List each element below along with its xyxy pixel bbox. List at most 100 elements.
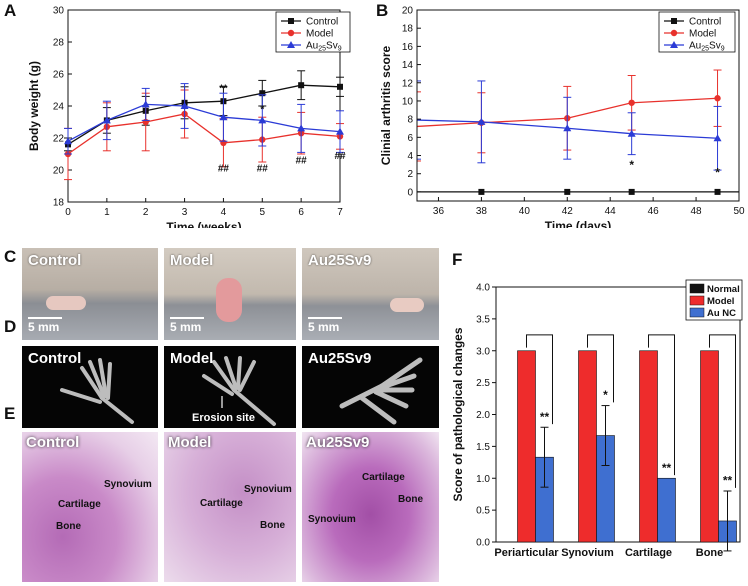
ct-control: Control xyxy=(22,346,158,428)
panel-label-b: B xyxy=(376,1,389,20)
paw-shape xyxy=(390,298,424,312)
y-tick-label: 0.0 xyxy=(476,538,490,549)
legend-swatch xyxy=(689,295,705,306)
bone-skeleton-render xyxy=(339,357,423,425)
photo-label-model: Model xyxy=(170,252,214,269)
bone-label: Bone xyxy=(260,520,285,531)
series-line xyxy=(67,103,341,142)
significance-mark: * xyxy=(260,104,264,115)
category-label: Periarticular xyxy=(494,547,559,559)
x-tick-label: 48 xyxy=(691,206,703,217)
legend-marker xyxy=(671,18,677,24)
y-tick-label: 3.5 xyxy=(476,314,490,325)
data-point xyxy=(564,188,571,195)
y-tick-label: 8 xyxy=(407,115,413,126)
category-label: Cartilage xyxy=(625,547,672,559)
significance-mark: ## xyxy=(218,164,230,175)
y-tick-label: 24 xyxy=(53,102,65,113)
y-tick-label: 3.0 xyxy=(476,346,490,357)
significance-mark: ** xyxy=(723,474,733,488)
y-tick-label: 28 xyxy=(53,38,65,49)
data-point xyxy=(102,116,111,124)
bone-skeleton-render xyxy=(202,356,276,426)
panel-label-d: D xyxy=(4,317,17,336)
series-line xyxy=(67,113,341,155)
legend-marker xyxy=(287,41,295,48)
significance-bracket xyxy=(709,334,736,488)
bar-model xyxy=(700,350,719,543)
significance-bracket xyxy=(648,334,675,476)
x-tick-label: 40 xyxy=(519,206,531,217)
plot-frame xyxy=(416,9,740,202)
ct-label-model: Model xyxy=(170,350,214,367)
x-tick-label: 44 xyxy=(605,206,617,217)
scale-bar: 5 mm xyxy=(308,317,342,334)
legend-label: Model xyxy=(689,29,716,40)
significance-mark: * xyxy=(629,158,634,172)
x-axis-title: Time (weeks) xyxy=(166,220,241,228)
y-tick-label: 26 xyxy=(53,70,65,81)
legend-marker xyxy=(670,41,678,48)
y-tick-label: 2.0 xyxy=(476,410,490,421)
legend-label: Au25Sv9 xyxy=(689,41,725,53)
data-point xyxy=(336,127,344,135)
series-au25sv9 xyxy=(64,83,344,155)
cartilage-label: Cartilage xyxy=(200,498,243,509)
data-point xyxy=(258,116,267,124)
legend-label: Au NC xyxy=(707,308,736,319)
histo-model: Model Synovium Cartilage Bone xyxy=(164,432,296,582)
data-point xyxy=(141,100,150,108)
x-tick-label: 2 xyxy=(143,207,149,218)
x-tick-label: 3 xyxy=(182,207,188,218)
legend-marker xyxy=(287,29,295,37)
x-tick-label: 36 xyxy=(433,206,445,217)
data-point xyxy=(714,95,721,102)
data-point xyxy=(478,188,485,195)
data-point xyxy=(628,188,635,195)
data-point xyxy=(297,124,306,132)
cartilage-label: Cartilage xyxy=(58,499,101,510)
histo-label-model: Model xyxy=(168,434,212,451)
significance-mark: ## xyxy=(257,164,269,175)
significance-mark: ** xyxy=(220,84,228,95)
y-tick-label: 20 xyxy=(53,166,65,177)
category-label: Synovium xyxy=(561,547,614,559)
plot-area xyxy=(417,69,739,195)
panel-label-c: C xyxy=(4,247,17,266)
y-tick-label: 2 xyxy=(407,169,413,180)
x-axis-title: Time (days) xyxy=(545,219,611,228)
series-au25sv9 xyxy=(417,80,722,171)
y-tick-label: 18 xyxy=(53,198,65,209)
significance-mark: ## xyxy=(334,151,346,162)
significance-mark: ** xyxy=(540,410,550,424)
legend-label: Normal xyxy=(707,284,740,295)
synovium-label: Synovium xyxy=(244,484,292,495)
ct-label-control: Control xyxy=(28,350,82,367)
y-tick-label: 2.5 xyxy=(476,378,490,389)
y-tick-label: 20 xyxy=(402,6,414,17)
histo-control: Control Synovium Cartilage Bone xyxy=(22,432,158,582)
y-tick-label: 6 xyxy=(407,133,413,144)
y-tick-label: 0 xyxy=(407,187,413,198)
data-point xyxy=(628,99,635,106)
legend-label: Model xyxy=(306,29,333,40)
photo-control: Control 5 mm xyxy=(22,248,158,340)
panel-label-e: E xyxy=(4,404,16,423)
y-tick-label: 22 xyxy=(53,134,65,145)
significance-mark: ## xyxy=(296,156,308,167)
series-control xyxy=(64,70,344,152)
photo-treated: Au25Sv9 5 mm xyxy=(302,248,439,340)
legend-swatch xyxy=(689,283,705,294)
data-point xyxy=(563,124,572,132)
significance-mark: ** xyxy=(662,461,672,475)
data-point xyxy=(298,82,305,89)
y-axis-title: Score of pathological changes xyxy=(451,327,465,501)
x-tick-label: 1 xyxy=(104,207,110,218)
x-tick-label: 38 xyxy=(476,206,488,217)
bone-label: Bone xyxy=(398,494,423,505)
y-tick-label: 1.5 xyxy=(476,442,490,453)
y-tick-label: 0.5 xyxy=(476,506,490,517)
x-tick-label: 6 xyxy=(298,207,304,218)
data-point xyxy=(713,134,722,142)
data-point xyxy=(219,113,228,121)
